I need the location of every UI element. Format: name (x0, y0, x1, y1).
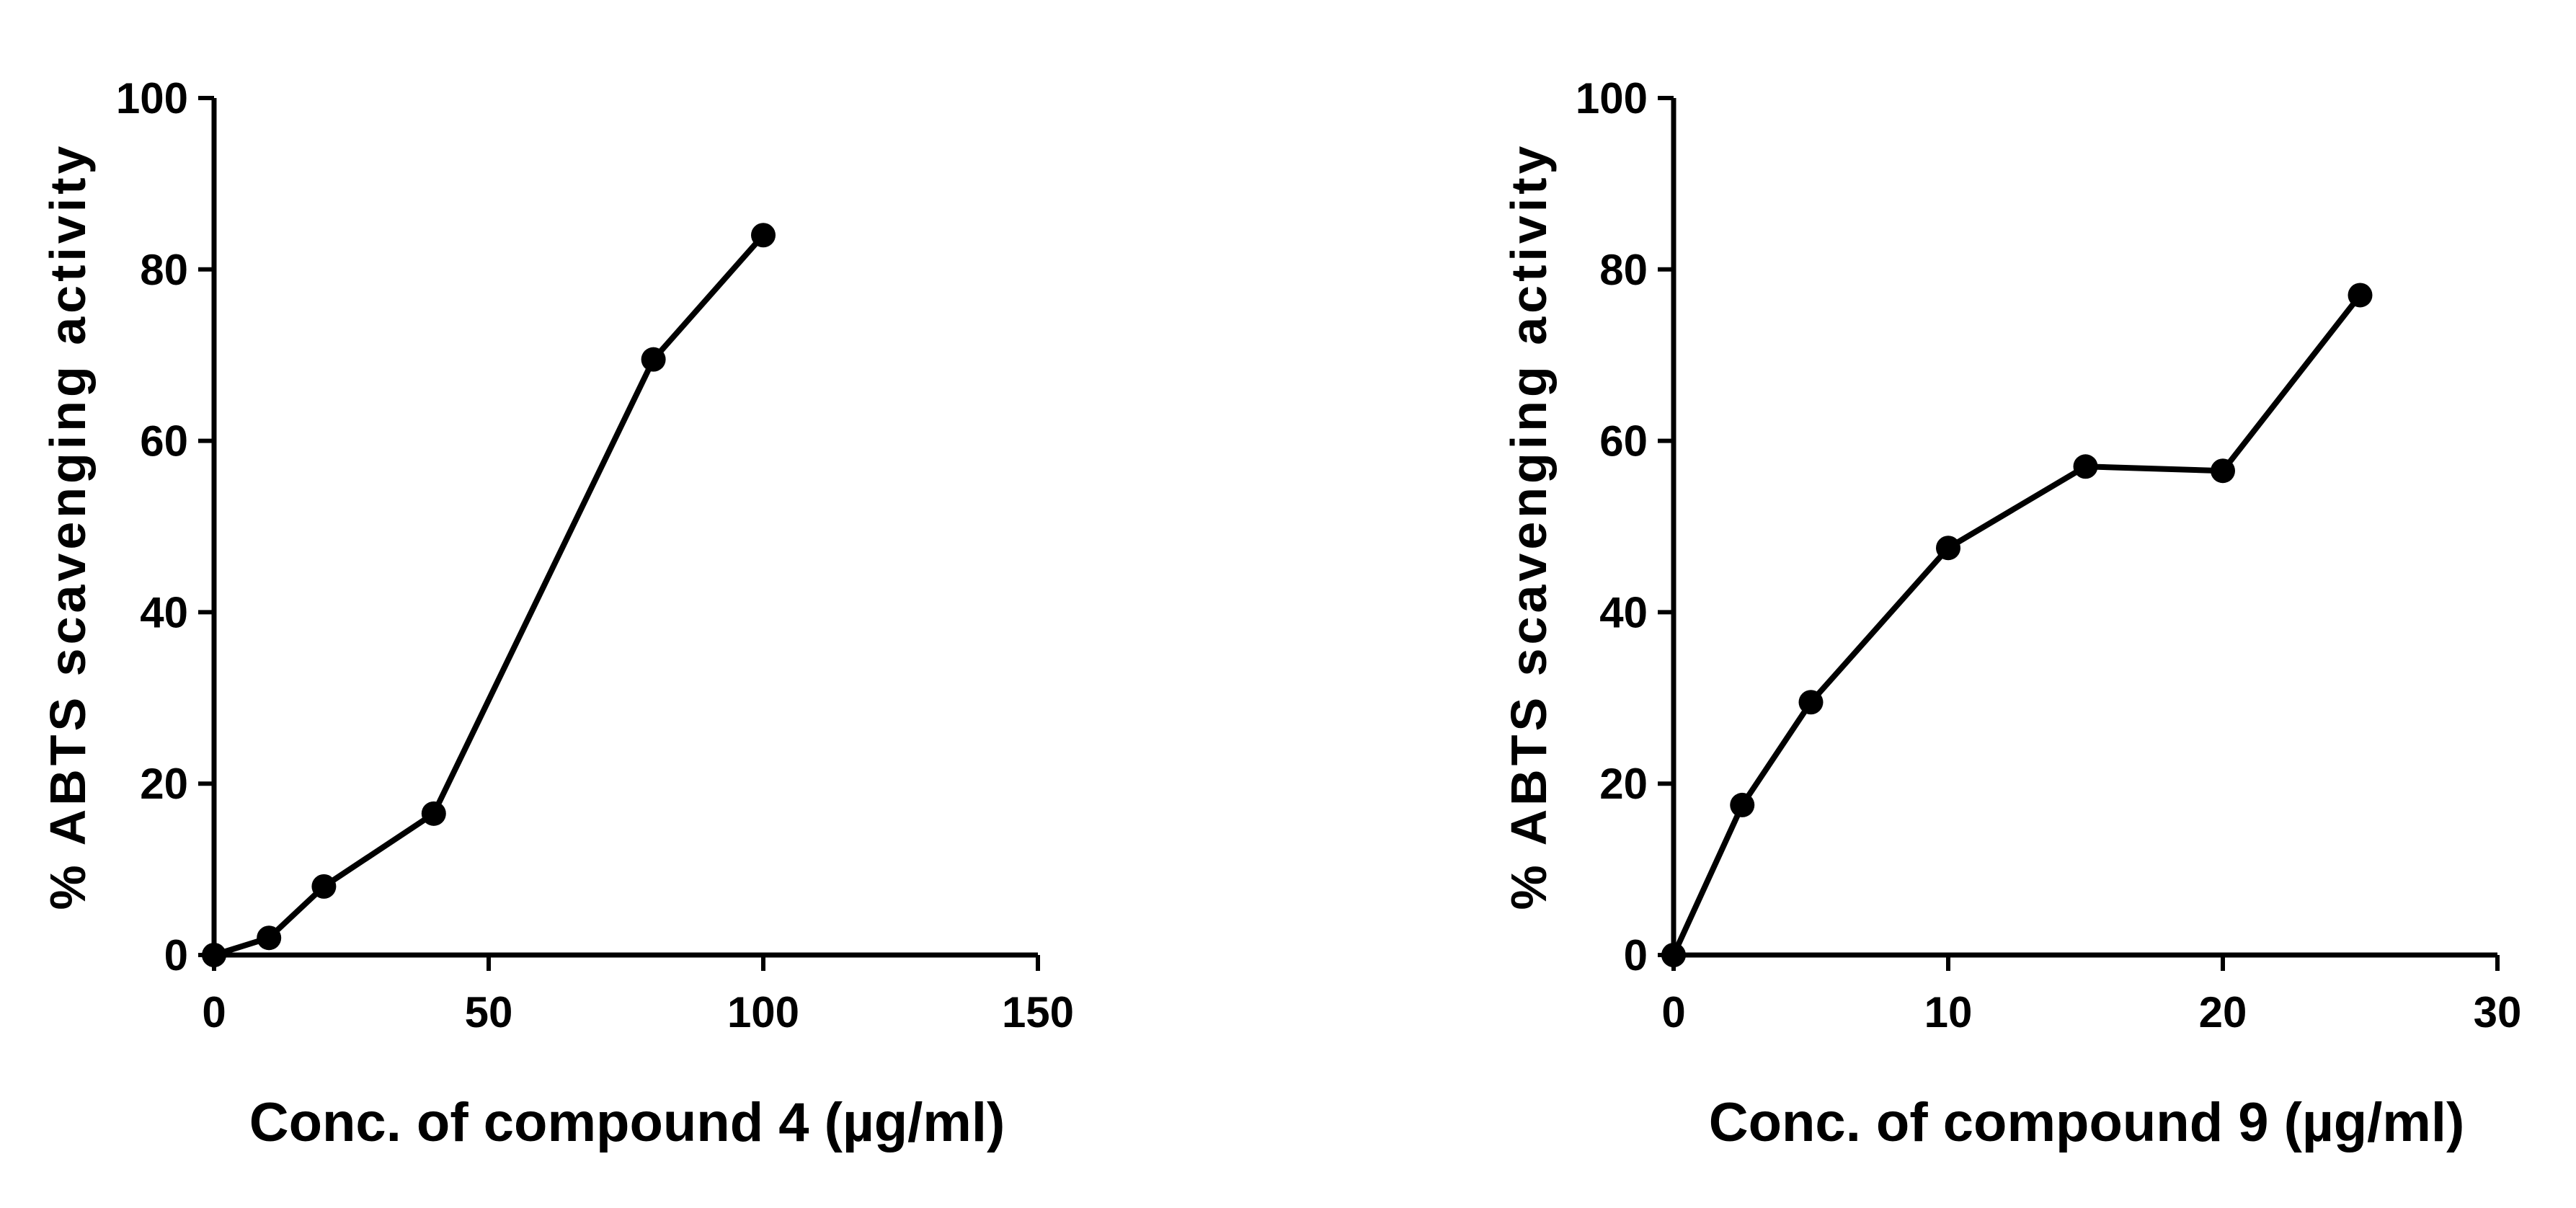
x-tick-label: 0 (202, 988, 226, 1036)
data-point (257, 925, 282, 951)
x-axis-title: Conc. of compound 9 (µg/ml) (1709, 1092, 2465, 1153)
y-tick-label: 0 (164, 931, 188, 980)
y-tick-label: 100 (1576, 74, 1648, 123)
y-tick-label: 40 (1599, 588, 1648, 636)
data-point (641, 347, 666, 372)
data-point (421, 801, 446, 826)
x-tick-label: 150 (1002, 988, 1074, 1036)
data-point (311, 874, 337, 899)
x-tick-label: 50 (465, 988, 513, 1036)
y-tick-label: 60 (1599, 417, 1648, 466)
x-tick-label: 100 (727, 988, 799, 1036)
x-axis-title: Conc. of compound 4 (µg/ml) (249, 1092, 1005, 1153)
series-line (211, 232, 766, 958)
x-tick-label: 10 (1924, 988, 1973, 1036)
y-tick-label: 80 (1599, 246, 1648, 294)
y-tick-label: 20 (140, 760, 188, 808)
y-axis-title: % ABTS scavenging activity (1501, 143, 1557, 910)
data-point (1798, 690, 1824, 715)
data-point (2348, 283, 2373, 308)
data-point (202, 943, 226, 967)
y-tick-label: 20 (1599, 760, 1648, 808)
data-point (2211, 458, 2235, 484)
y-axis-title: % ABTS scavenging activity (40, 143, 96, 910)
y-tick-label: 40 (140, 588, 188, 636)
y-tick-label: 100 (116, 74, 188, 123)
data-point (1936, 536, 1960, 561)
y-tick-label: 60 (140, 417, 188, 466)
series-line (1671, 292, 2363, 958)
chart-compound-9: 0 10 20 30 0 20 40 60 80 100 Conc. of compound 9 (… (1501, 74, 2521, 1153)
data-point (1730, 792, 1755, 817)
x-tick-label: 0 (1661, 988, 1685, 1036)
x-tick-label: 20 (2199, 988, 2247, 1036)
chart-compound-4: 0 50 100 150 0 20 40 60 80 100 Conc. of compound 4… (40, 74, 1074, 1153)
data-point (1661, 943, 1686, 967)
y-tick-label: 80 (140, 246, 188, 294)
data-point (751, 223, 776, 248)
data-point (2073, 454, 2098, 479)
y-tick-label: 0 (1624, 931, 1648, 980)
x-tick-label: 30 (2474, 988, 2522, 1036)
